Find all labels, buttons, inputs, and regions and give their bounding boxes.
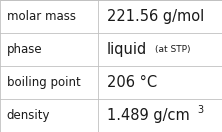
Text: (at STP): (at STP) (155, 45, 191, 54)
Text: liquid: liquid (107, 42, 147, 57)
Text: 221.56 g/mol: 221.56 g/mol (107, 9, 204, 24)
Text: molar mass: molar mass (7, 10, 76, 23)
Text: phase: phase (7, 43, 42, 56)
Text: 1.489 g/cm: 1.489 g/cm (107, 108, 189, 123)
Text: 3: 3 (198, 105, 204, 115)
Text: boiling point: boiling point (7, 76, 80, 89)
Text: density: density (7, 109, 50, 122)
Text: 206 °C: 206 °C (107, 75, 157, 90)
